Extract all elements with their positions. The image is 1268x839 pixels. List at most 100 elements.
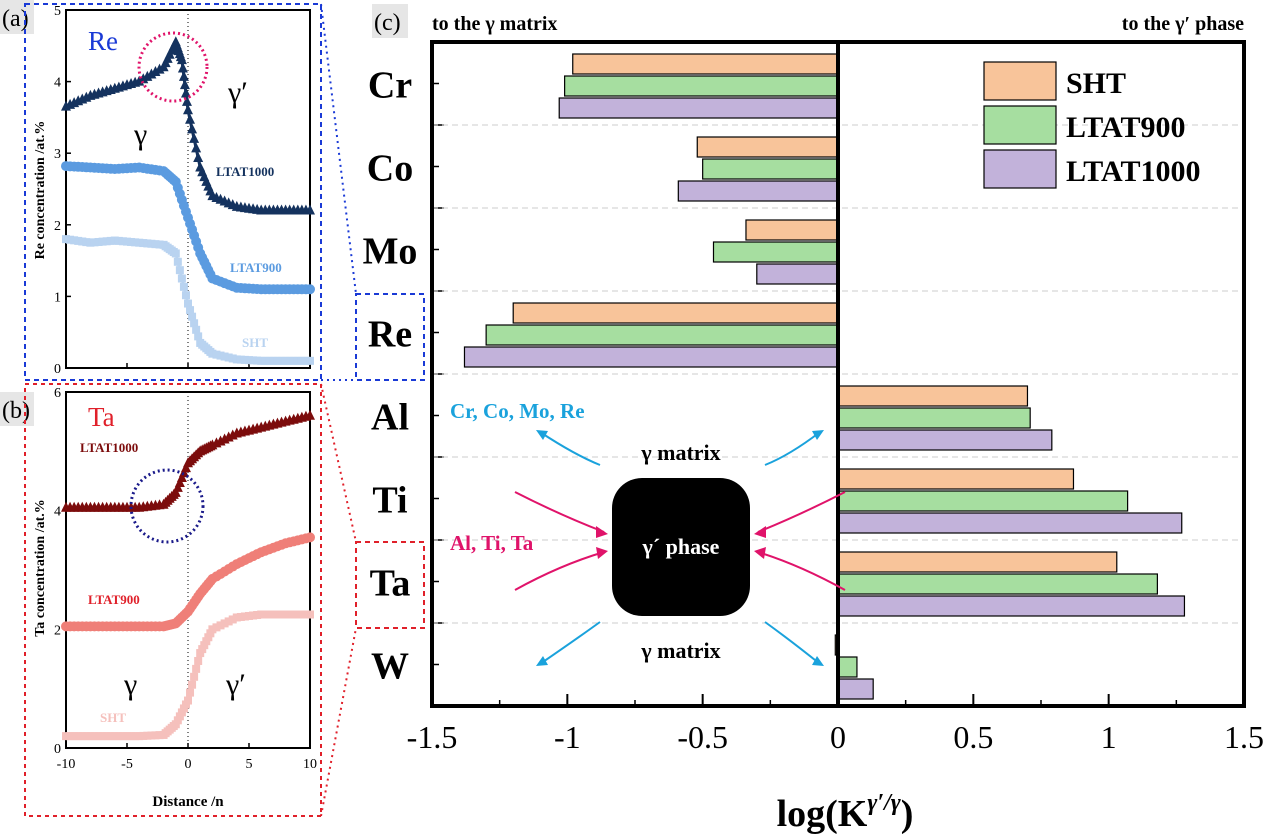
panel-a-label: (a) xyxy=(2,6,29,32)
data-point xyxy=(212,623,221,632)
data-point xyxy=(236,355,245,364)
data-point xyxy=(139,731,148,740)
data-point xyxy=(106,236,115,245)
connector-red-top xyxy=(320,383,357,543)
data-point xyxy=(216,621,225,630)
arrowhead-out-4 xyxy=(812,656,824,666)
data-point xyxy=(185,113,196,124)
data-point xyxy=(177,274,186,283)
inward-arrows xyxy=(514,491,846,591)
data-point xyxy=(249,356,258,365)
data-point xyxy=(269,610,278,619)
panel-a-element: Re xyxy=(88,26,118,56)
legend-swatch-ltat900 xyxy=(983,105,1057,145)
panel-b-highlight-circle xyxy=(129,468,205,544)
panel-c-label: (c) xyxy=(374,10,401,36)
data-point xyxy=(102,237,111,246)
panel-a-gamma: γ xyxy=(133,118,147,151)
data-point xyxy=(94,732,103,741)
bar-cr-ltat900 xyxy=(564,75,839,97)
category-label-cr: Cr xyxy=(368,65,412,107)
category-label-w: W xyxy=(371,646,409,688)
data-point xyxy=(281,610,290,619)
data-point xyxy=(135,732,144,741)
data-point xyxy=(220,619,229,628)
data-point xyxy=(190,672,199,681)
data-point xyxy=(94,237,103,246)
category-label-al: Al xyxy=(371,397,409,439)
data-point xyxy=(261,610,270,619)
data-point xyxy=(273,610,282,619)
panel-b-ylabel: Ta concentration /at.% xyxy=(33,499,48,637)
x-tick-label: -1.5 xyxy=(407,719,458,755)
data-point xyxy=(305,204,315,215)
x-tick-label: -1 xyxy=(554,719,581,755)
data-point xyxy=(301,610,310,619)
data-point xyxy=(186,688,195,697)
out-arrow-top-left xyxy=(539,431,601,466)
panel-c-xlabel-main: log(K xyxy=(777,793,868,835)
bar-co-ltat1000 xyxy=(677,180,839,202)
data-point xyxy=(224,617,233,626)
data-point xyxy=(82,238,91,247)
data-point xyxy=(102,732,111,741)
y-tick-label: 0 xyxy=(54,362,61,377)
data-point xyxy=(240,612,249,621)
arrowhead-in-3 xyxy=(754,526,766,538)
data-point xyxy=(188,312,197,321)
data-point xyxy=(293,356,302,365)
data-point xyxy=(181,291,190,300)
bar-mo-sht xyxy=(745,219,839,241)
data-point xyxy=(253,356,262,365)
data-point xyxy=(98,732,107,741)
in-arrow-right-1 xyxy=(757,491,846,533)
y-tick-label: 4 xyxy=(54,76,61,91)
bar-ta-ltat1000 xyxy=(837,595,1186,617)
panel-b-series-label-ltat900: LTAT900 xyxy=(88,592,140,607)
panel-c-xlabel-close: ) xyxy=(901,793,914,835)
panel-b-gamma-prime: γ′ xyxy=(225,668,246,701)
data-point xyxy=(265,356,274,365)
category-label-re: Re xyxy=(368,314,412,356)
data-point xyxy=(208,349,217,358)
in-arrow-left-1 xyxy=(514,491,605,533)
data-point xyxy=(212,350,221,359)
panel-a-highlight-circle xyxy=(137,31,209,103)
data-point xyxy=(131,238,140,247)
data-point xyxy=(177,62,188,73)
data-point xyxy=(181,95,192,106)
bar-ta-ltat900 xyxy=(837,573,1158,595)
data-point xyxy=(90,732,99,741)
panel-b: (b) Ta γ γ′ Ta concentration /at.% Dista… xyxy=(0,383,322,817)
data-point xyxy=(82,732,91,741)
panel-b-xlabel: Distance /n xyxy=(152,794,224,810)
panel-b-red-dashed-box xyxy=(24,383,322,817)
y-tick-label: 6 xyxy=(54,386,61,401)
panel-c-legend: SHT LTAT900 LTAT1000 xyxy=(983,61,1201,189)
x-tick-label: -0.5 xyxy=(677,719,728,755)
data-point xyxy=(118,237,127,246)
data-point xyxy=(192,325,201,334)
data-point xyxy=(151,240,160,249)
panel-a-blue-dashed-box xyxy=(24,3,322,381)
data-point xyxy=(257,610,266,619)
x-tick-label: 1 xyxy=(1101,719,1117,755)
data-point xyxy=(297,356,306,365)
x-tick-label: 1.5 xyxy=(1224,719,1264,755)
panel-c-label-bg xyxy=(372,4,408,38)
data-point xyxy=(194,332,203,341)
data-point xyxy=(261,356,270,365)
data-point xyxy=(245,611,253,620)
data-point xyxy=(66,732,75,741)
data-point xyxy=(70,732,79,741)
arrowhead-out-1 xyxy=(536,430,548,440)
x-tick-label: 0 xyxy=(830,719,846,755)
data-point xyxy=(178,70,189,81)
arrowhead-out-3 xyxy=(536,656,548,666)
y-tick-label: 0 xyxy=(54,742,61,757)
data-point xyxy=(236,612,245,621)
legend-label-ltat900: LTAT900 xyxy=(1066,111,1186,144)
gamma-prime-precipitate xyxy=(612,478,750,616)
outward-arrowheads xyxy=(536,430,824,666)
bar-ti-ltat900 xyxy=(837,490,1129,512)
